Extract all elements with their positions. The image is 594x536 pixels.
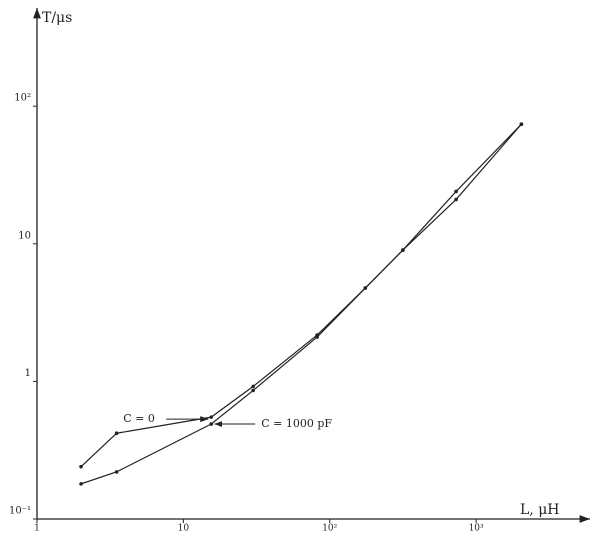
data-point bbox=[251, 384, 256, 389]
series-label: C = 0 bbox=[123, 412, 155, 425]
data-point bbox=[363, 286, 368, 290]
data-point bbox=[519, 122, 524, 126]
data-point bbox=[315, 335, 319, 339]
data-point bbox=[454, 197, 458, 202]
x-tick-label: 10³ bbox=[469, 524, 484, 533]
x-tick-label: 10 bbox=[178, 524, 190, 533]
data-point bbox=[454, 189, 458, 194]
data-point bbox=[401, 248, 405, 252]
data-point bbox=[114, 470, 119, 474]
data-point bbox=[114, 431, 119, 436]
y-tick-label: 1 bbox=[25, 368, 31, 379]
x-axis-label: L, μH bbox=[520, 502, 560, 518]
data-point bbox=[79, 464, 83, 469]
y-tick-label: 10² bbox=[14, 93, 31, 104]
y-tick-label: 10 bbox=[18, 230, 31, 241]
y-axis-label: T/μs bbox=[42, 10, 72, 26]
data-point bbox=[209, 415, 214, 419]
data-point bbox=[79, 482, 83, 486]
series-label: C = 1000 pF bbox=[261, 417, 332, 430]
data-point bbox=[209, 422, 214, 426]
y-tick-label: 10⁻¹ bbox=[9, 506, 31, 517]
x-tick-label: 10² bbox=[322, 524, 337, 533]
x-tick-label: 1 bbox=[34, 524, 40, 533]
data-point bbox=[251, 388, 256, 393]
